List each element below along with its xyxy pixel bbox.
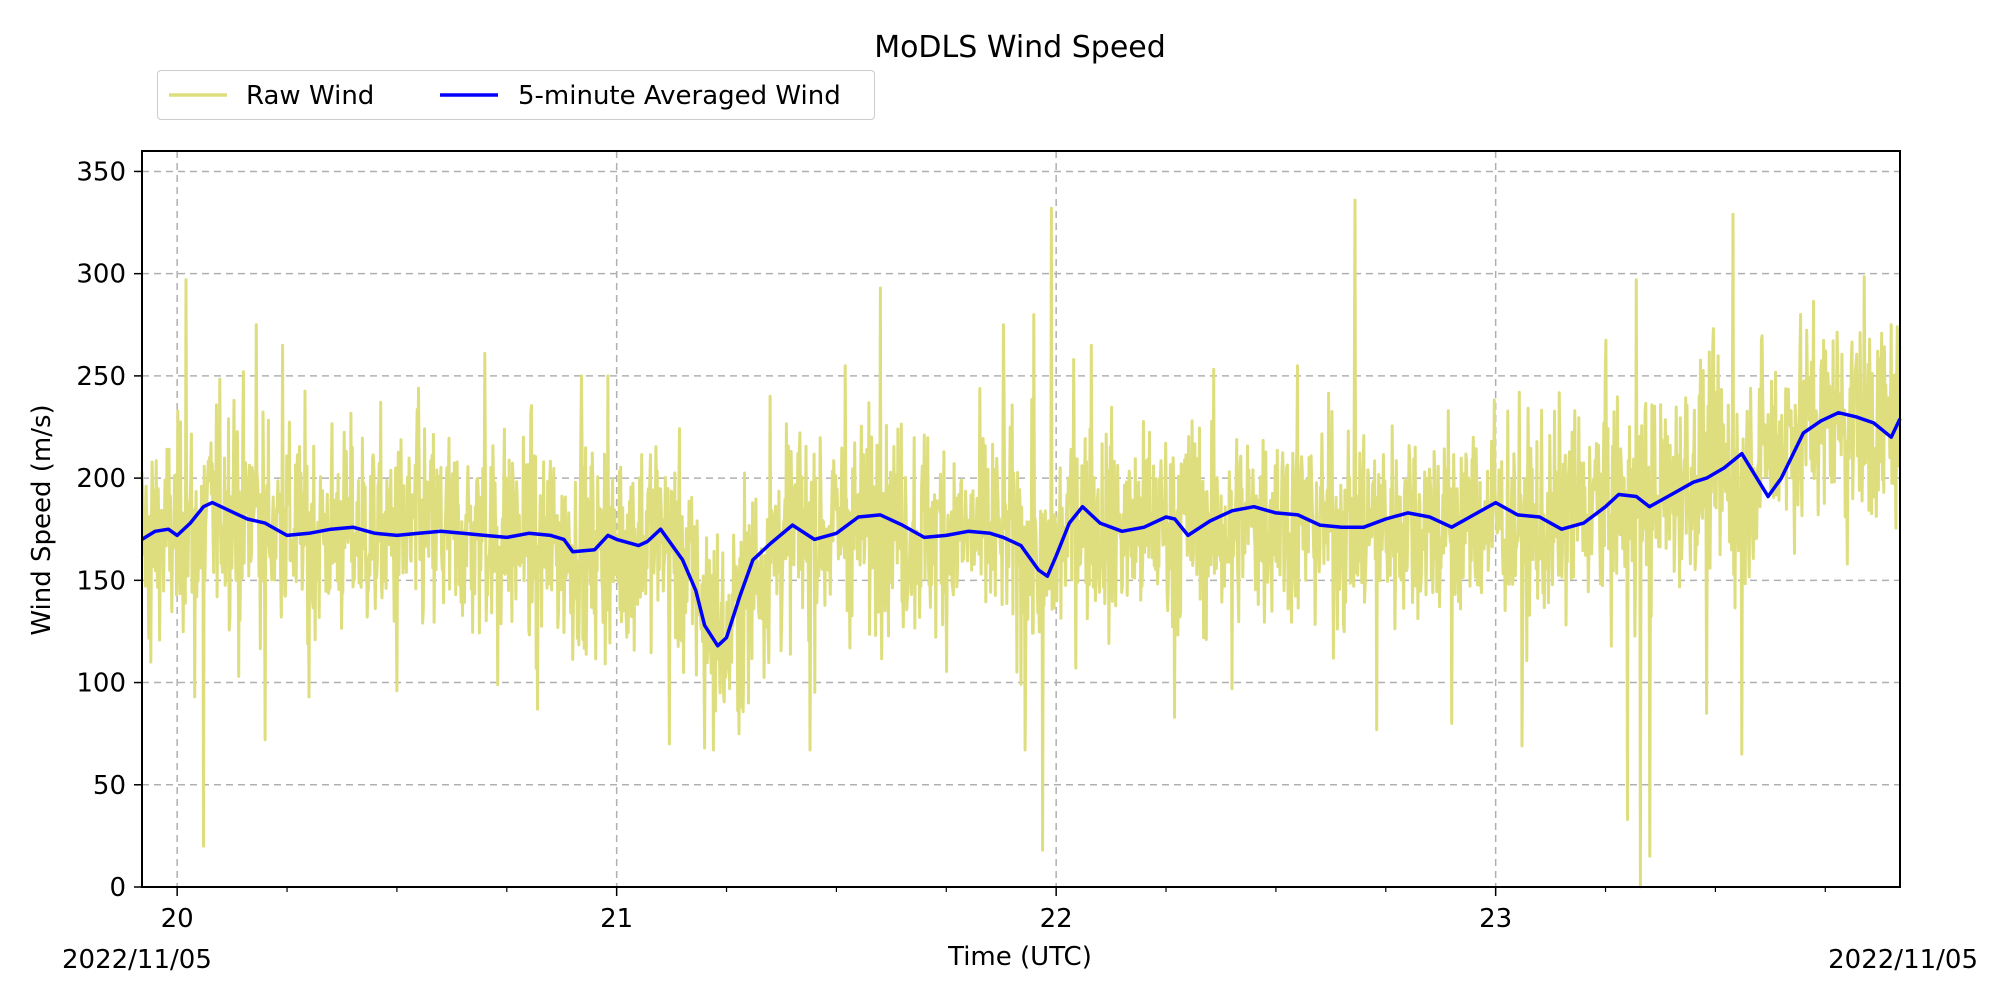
raw-wind-line <box>140 198 1902 889</box>
x-tick-label: 22 <box>1040 904 1073 934</box>
legend: Raw Wind 5-minute Averaged Wind <box>157 70 875 120</box>
y-axis-label: Wind Speed (m/s) <box>27 404 57 635</box>
x-tick-label: 20 <box>161 904 194 934</box>
averaged-wind-layer <box>141 410 1902 648</box>
legend-label-averaged-wind: 5-minute Averaged Wind <box>518 81 841 111</box>
legend-label-raw-wind: Raw Wind <box>246 81 374 111</box>
y-tick-label: 300 <box>76 260 126 290</box>
raw-wind-layer <box>140 198 1902 889</box>
y-tick-label: 250 <box>76 362 126 392</box>
y-tick-label: 50 <box>93 771 126 801</box>
chart-title: MoDLS Wind Speed <box>874 30 1166 65</box>
axis-layer: 0 50 100 150 200 250 300 350 20 21 22 23 <box>76 150 1901 934</box>
y-tick-label: 150 <box>76 566 126 596</box>
y-tick-label: 0 <box>109 873 126 903</box>
date-label-left: 2022/11/05 <box>62 945 212 975</box>
y-tick-label: 100 <box>76 669 126 699</box>
averaged-wind-line <box>141 410 1902 648</box>
y-tick-label: 200 <box>76 464 126 494</box>
x-tick-label: 21 <box>600 904 633 934</box>
plot-frame <box>141 150 1901 888</box>
date-label-right: 2022/11/05 <box>1828 945 1978 975</box>
x-axis-label: Time (UTC) <box>947 942 1092 972</box>
x-tick-label: 23 <box>1479 904 1512 934</box>
y-tick-label: 350 <box>76 157 126 187</box>
